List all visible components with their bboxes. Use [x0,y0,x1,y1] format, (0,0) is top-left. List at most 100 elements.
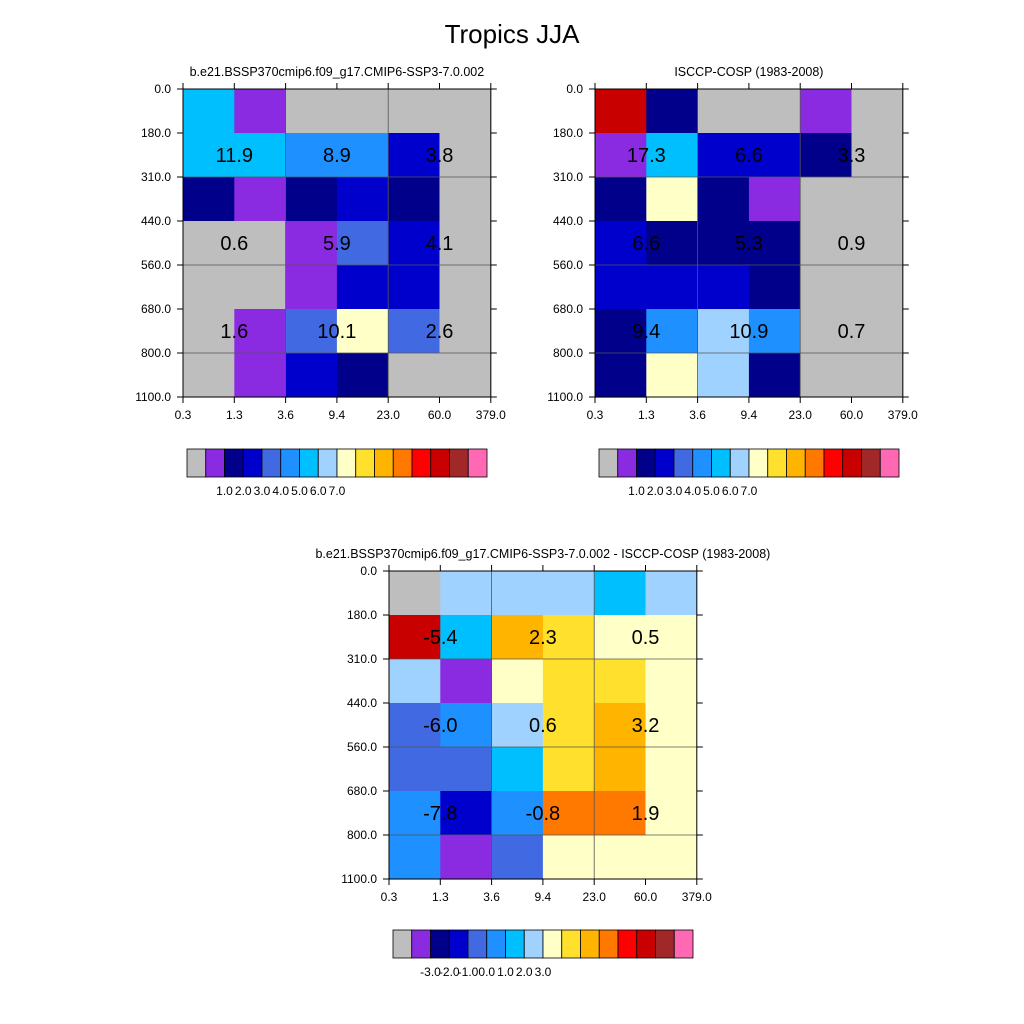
colorbar-swatch [448,929,469,959]
heatmap-cell [389,571,441,616]
y-tick-label: 440.0 [141,214,171,228]
colorbar-swatch [261,448,282,478]
colorbar-swatch [355,448,375,478]
colorbar-label: 2.0 [235,484,252,498]
heatmap-cell [234,265,287,310]
heatmap-cell [389,615,441,660]
heatmap-cell [234,177,287,222]
colorbar-swatch [580,929,600,959]
colorbar-swatch [617,929,638,959]
heatmap-cell [388,177,441,222]
heatmap-cell [439,221,492,266]
panel-3: b.e21.BSSP370cmip6.f09_g17.CMIP6-SSP3-7.… [315,547,770,979]
y-tick-label: 680.0 [553,302,583,316]
heatmap-cell [388,309,441,354]
heatmap-cell [697,133,750,178]
heatmap-cell [645,747,698,792]
colorbar-swatch [748,448,769,478]
heatmap-cell [234,133,287,178]
colorbar-swatch [299,448,319,478]
heatmap-cell [285,353,338,398]
colorbar-swatch [430,929,450,959]
colorbar-label: 0.0 [478,965,495,979]
heatmap-cell [595,265,647,310]
heatmap-cell [595,133,647,178]
heatmap-cell [285,265,338,310]
heatmap-cell [800,221,853,266]
heatmap-cell [697,265,750,310]
y-tick-label: 180.0 [141,126,171,140]
cell-value-label: 6.6 [735,145,763,167]
colorbar-swatch [392,448,413,478]
y-tick-label: 0.0 [154,82,171,96]
heatmap-cell [595,353,647,398]
heatmap-cell [183,309,235,354]
heatmap-cell [440,791,493,836]
x-tick-label: 3.6 [277,408,294,422]
y-tick-label: 310.0 [141,170,171,184]
heatmap-cell [594,747,647,792]
heatmap-cell [234,221,287,266]
colorbar-swatch [636,929,656,959]
y-tick-label: 310.0 [553,170,583,184]
cell-value-label: 0.5 [632,627,660,649]
heatmap-cell [439,309,492,354]
x-tick-label: 1.3 [432,890,449,904]
heatmap-cell [183,133,235,178]
x-tick-label: 60.0 [840,408,864,422]
colorbar-swatch [374,448,394,478]
heatmap-cell [748,309,801,354]
y-tick-label: 180.0 [347,608,377,622]
colorbar-swatch [317,448,338,478]
colorbar-swatch [711,448,731,478]
panel-title: b.e21.BSSP370cmip6.f09_g17.CMIP6-SSP3-7.… [315,547,770,561]
colorbar-swatch [804,448,825,478]
heatmap-cell [748,265,801,310]
colorbar-swatch [242,448,263,478]
heatmap-cell [595,177,647,222]
colorbar-label: 7.0 [329,484,346,498]
colorbar-swatch [467,929,488,959]
y-tick-label: 560.0 [347,740,377,754]
colorbar-label: 6.0 [722,484,739,498]
colorbar-label: -2.0 [439,965,460,979]
colorbar-swatch [486,929,506,959]
colorbar-swatch [673,929,694,959]
heatmap-cell [439,89,492,134]
heatmap-cell [542,747,595,792]
y-tick-label: 680.0 [141,302,171,316]
heatmap-cell [285,177,338,222]
cell-value-label: 8.9 [323,145,351,167]
heatmap-cell [285,221,338,266]
cell-value-label: 3.8 [426,145,454,167]
cell-value-label: 11.9 [216,145,253,167]
y-tick-label: 0.0 [566,82,583,96]
panel-2: ISCCP-COSP (1983-2008) 0.3 1.3 3.6 9.4 23.0 60… [547,65,918,498]
cell-value-label: -7.8 [423,803,457,825]
colorbar-swatch [617,448,637,478]
heatmap-cell [183,221,235,266]
colorbar-swatch [823,448,844,478]
heatmap-cell [542,703,595,748]
heatmap-cell [645,615,698,660]
x-tick-label: 1.3 [638,408,655,422]
heatmap-cell [595,309,647,354]
cell-value-label: 5.3 [735,233,763,255]
heatmap-cell [183,89,235,134]
colorbar-swatch [598,929,619,959]
heatmap-cell [646,221,699,266]
heatmap-cell [646,133,699,178]
colorbar-swatch [542,929,563,959]
heatmap-cell [594,659,647,704]
x-tick-label: 9.4 [329,408,346,422]
cell-value-label: 9.4 [632,321,660,343]
heatmap-cell [183,353,235,398]
cell-value-label: 0.9 [838,233,866,255]
heatmap-cell [440,659,493,704]
heatmap-cell [645,791,698,836]
colorbar-label: 2.0 [516,965,533,979]
y-tick-label: 800.0 [553,346,583,360]
colorbar-swatch [449,448,469,478]
x-tick-label: 60.0 [428,408,452,422]
colorbar-swatch [430,448,450,478]
